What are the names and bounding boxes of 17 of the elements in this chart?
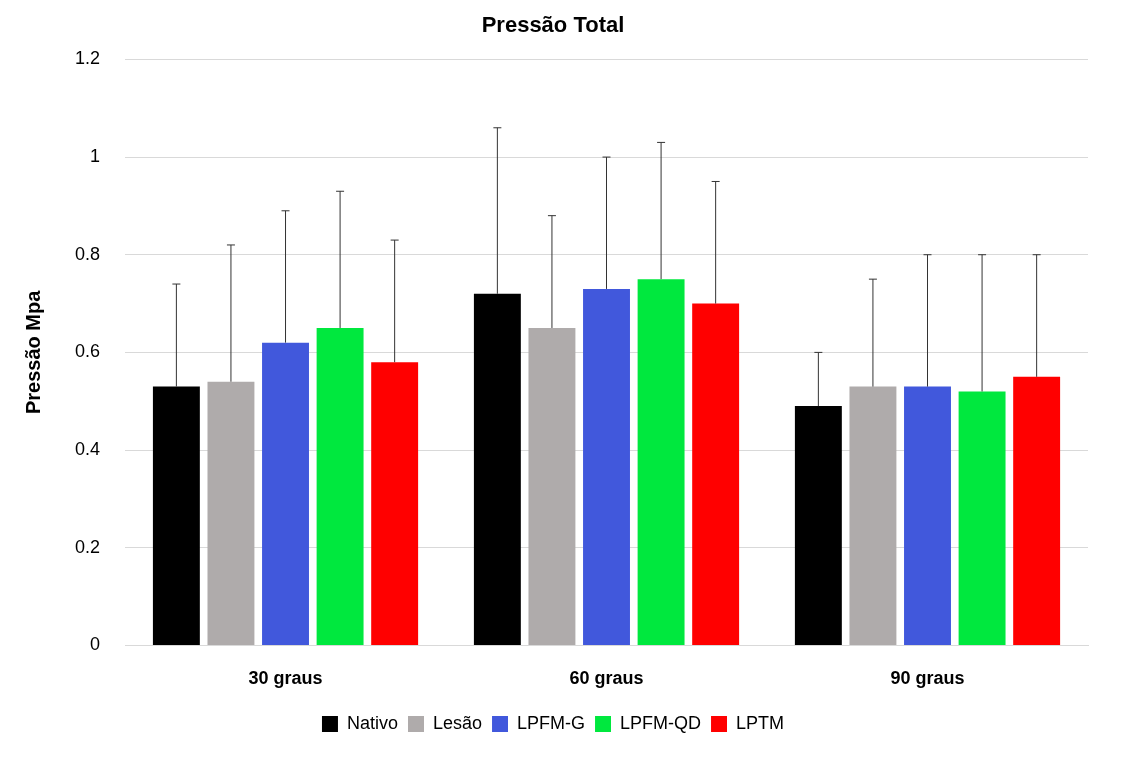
y-tick-label: 0.4 [74, 439, 101, 460]
legend-label: LPFM-G [517, 712, 586, 733]
x-tick-label: 30 graus [248, 668, 323, 689]
y-tick-label: 1 [90, 146, 101, 167]
y-axis-title: Pressão Mpa [21, 289, 44, 415]
legend-label: LPFM-QD [620, 712, 702, 733]
y-tick-label: 0.2 [74, 536, 101, 557]
x-tick-label: 90 graus [890, 668, 965, 689]
legend-label: LPTM [736, 712, 785, 733]
y-tick-label: 0.8 [74, 243, 101, 264]
y-tick-label: 0 [90, 634, 101, 655]
y-tick-label: 0.6 [74, 341, 101, 362]
x-tick-label: 60 graus [569, 668, 644, 689]
chart-title: Pressão Total [481, 12, 625, 38]
legend-label: Lesão [432, 712, 483, 733]
y-tick-label: 1.2 [74, 48, 101, 69]
legend-label: Nativo [346, 712, 398, 733]
